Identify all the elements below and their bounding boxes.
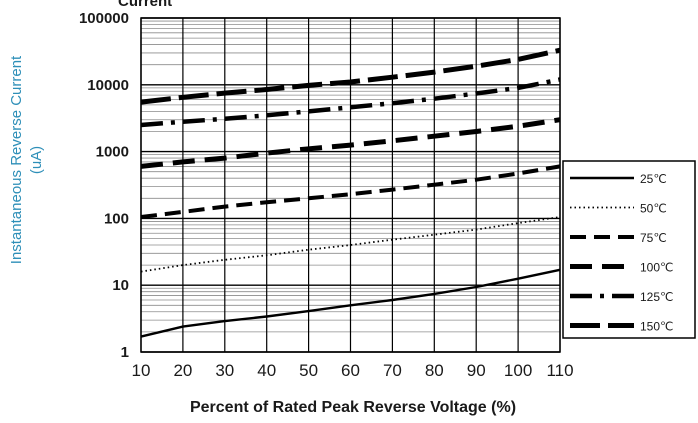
x-tick-label: 10	[132, 361, 151, 380]
y-tick-label: 1000	[96, 144, 129, 161]
y-axis-tick-labels: 1 10 100 1000 10000 100000	[79, 10, 129, 361]
x-tick-label: 110	[546, 361, 573, 380]
y-axis-title: Instantaneous Reverse Current (uA)	[8, 55, 45, 264]
x-tick-label: 20	[173, 361, 192, 380]
x-axis-title: Percent of Rated Peak Reverse Voltage (%…	[190, 399, 516, 416]
x-tick-label: 60	[341, 361, 360, 380]
y-tick-label: 10	[112, 277, 129, 294]
series-line-2	[140, 216, 561, 273]
legend-label-3: 75℃	[640, 231, 667, 245]
series-lines	[140, 47, 561, 338]
x-tick-label: 80	[425, 361, 444, 380]
legend: 25℃ 50℃ 75℃ 100℃ 125℃ 150℃	[562, 160, 696, 339]
legend-box	[562, 160, 696, 339]
series-line-3	[140, 164, 561, 219]
x-tick-label: 30	[215, 361, 234, 380]
series-line-5	[140, 77, 561, 128]
chart-title: Current	[118, 0, 172, 10]
x-tick-label: 90	[467, 361, 486, 380]
x-axis-tick-labels: 10 20 30 40 50 60 70 80 90 100 110	[132, 361, 574, 380]
series-line-6	[140, 47, 561, 105]
x-tick-label: 70	[383, 361, 402, 380]
legend-label-6: 150℃	[640, 320, 674, 334]
x-tick-label: 100	[504, 361, 532, 380]
legend-label-2: 50℃	[640, 202, 667, 216]
legend-label-4: 100℃	[640, 261, 674, 275]
y-axis-title-line1: Instantaneous Reverse Current	[8, 55, 25, 264]
x-tick-label: 40	[257, 361, 276, 380]
y-axis-title-line2: (uA)	[28, 146, 45, 174]
y-tick-label: 10000	[87, 77, 129, 94]
legend-label-5: 125℃	[640, 290, 674, 304]
series-line-4	[140, 117, 561, 169]
series-line-1	[140, 268, 561, 338]
legend-label-1: 25℃	[640, 172, 667, 186]
y-tick-label: 1	[121, 344, 129, 361]
x-tick-label: 50	[299, 361, 318, 380]
y-tick-label: 100000	[79, 10, 129, 27]
y-tick-label: 100	[104, 210, 129, 227]
major-gridlines	[140, 17, 561, 353]
plot-area-frame	[140, 17, 561, 353]
